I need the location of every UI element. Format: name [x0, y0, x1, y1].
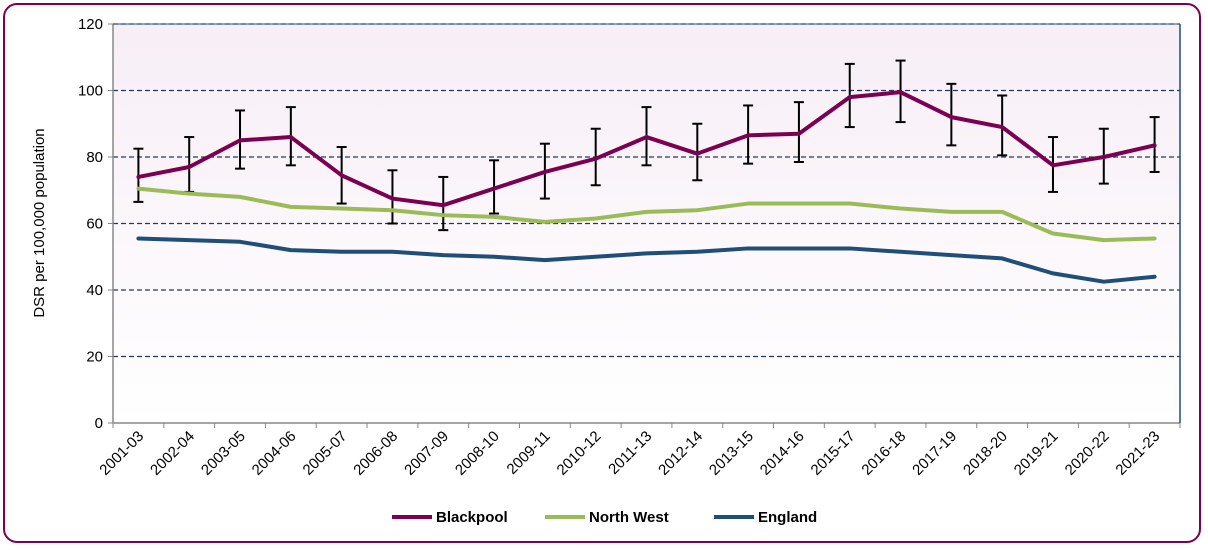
x-tick-label: 2016-18 — [858, 428, 909, 479]
x-tick-label: 2015-17 — [808, 428, 859, 479]
chart-frame — [3, 3, 1201, 543]
x-tick-label: 2019-21 — [1011, 428, 1062, 479]
x-tick-label: 2018-20 — [960, 428, 1011, 479]
x-tick-label: 2017-19 — [909, 428, 960, 479]
y-tick-label: 120 — [78, 16, 103, 33]
legend-label: North West — [589, 509, 669, 526]
x-tick-label: 2013-15 — [706, 428, 757, 479]
x-tick-label: 2005-07 — [300, 428, 351, 479]
x-tick-label: 2008-10 — [452, 428, 503, 479]
x-tick-label: 2003-05 — [198, 428, 249, 479]
y-tick-label: 0 — [95, 415, 103, 432]
legend-label: Blackpool — [436, 509, 508, 526]
x-tick-label: 2011-13 — [605, 428, 655, 478]
x-tick-label: 2010-12 — [554, 428, 605, 479]
y-axis-label: DSR per 100,000 population — [31, 128, 48, 317]
x-tick-label: 2012-14 — [655, 428, 706, 479]
y-tick-label: 20 — [86, 349, 103, 366]
x-tick-label: 2001-03 — [96, 428, 147, 479]
x-tick-label: 2021-23 — [1112, 428, 1163, 479]
y-tick-label: 100 — [78, 83, 103, 100]
y-tick-label: 40 — [86, 282, 103, 299]
x-tick-label: 2014-16 — [757, 428, 808, 479]
y-tick-label: 80 — [86, 149, 103, 166]
x-tick-label: 2002-04 — [147, 428, 198, 479]
x-tick-label: 2006-08 — [350, 428, 401, 479]
y-tick-label: 60 — [86, 216, 103, 233]
legend-label: England — [758, 509, 817, 526]
x-tick-label: 2009-11 — [504, 428, 554, 478]
x-tick-label: 2020-22 — [1062, 428, 1113, 479]
x-tick-label: 2007-09 — [401, 428, 452, 479]
x-tick-label: 2004-06 — [249, 428, 300, 479]
